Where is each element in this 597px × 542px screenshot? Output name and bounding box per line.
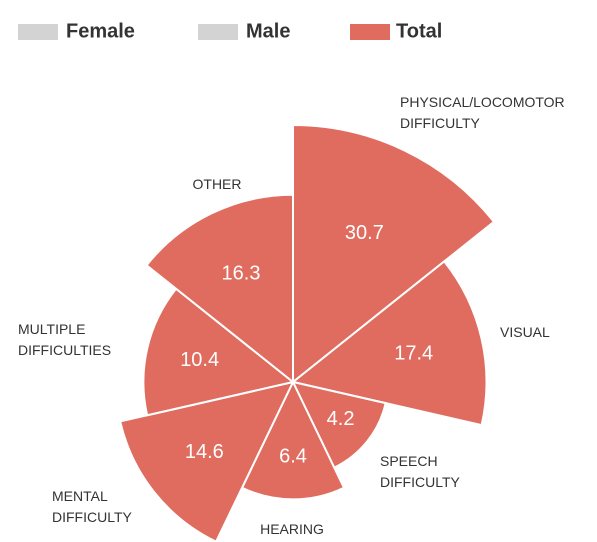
wedge	[290, 259, 488, 427]
legend-label: Female	[66, 20, 135, 42]
legend-swatch	[350, 24, 390, 40]
category-line: SPEECH	[380, 453, 438, 469]
category-label: HEARING	[260, 521, 324, 537]
legend-swatch	[18, 24, 58, 40]
category-line: DIFFICULTY	[380, 474, 461, 490]
category-line: MULTIPLE	[18, 321, 85, 337]
value-label: 6.4	[279, 445, 307, 467]
category-label: MULTIPLE DIFFICULTIES	[18, 321, 111, 358]
category-label: SPEECH DIFFICULTY	[380, 453, 461, 490]
legend-swatch	[198, 24, 238, 40]
category-line: HEARING	[260, 521, 324, 537]
category-line: DIFFICULTY	[400, 115, 481, 131]
category-label: MENTAL DIFFICULTY	[52, 488, 133, 525]
legend-label: Male	[246, 20, 290, 42]
wedge	[291, 380, 387, 469]
category-line: PHYSICAL/LOCOMOTOR	[400, 94, 565, 110]
legend-label: Total	[396, 20, 442, 42]
value-label: 4.2	[327, 408, 355, 430]
value-label: 10.4	[180, 349, 219, 371]
value-label: 17.4	[394, 343, 433, 365]
wedge	[240, 379, 346, 501]
category-line: DIFFICULTY	[52, 509, 133, 525]
wedge	[119, 380, 295, 542]
value-label: 14.6	[185, 441, 224, 463]
category-line: MENTAL	[52, 488, 108, 504]
wedge	[292, 123, 496, 385]
category-line: VISUAL	[500, 324, 550, 340]
category-label: VISUAL	[500, 324, 550, 340]
category-label: PHYSICAL/LOCOMOTOR DIFFICULTY	[400, 94, 565, 131]
value-label: 30.7	[345, 222, 384, 244]
category-label: OTHER	[193, 176, 242, 192]
category-line: OTHER	[193, 176, 242, 192]
category-line: DIFFICULTIES	[18, 342, 111, 358]
wedge	[145, 193, 294, 385]
wedge	[142, 287, 296, 417]
value-label: 16.3	[222, 262, 261, 284]
